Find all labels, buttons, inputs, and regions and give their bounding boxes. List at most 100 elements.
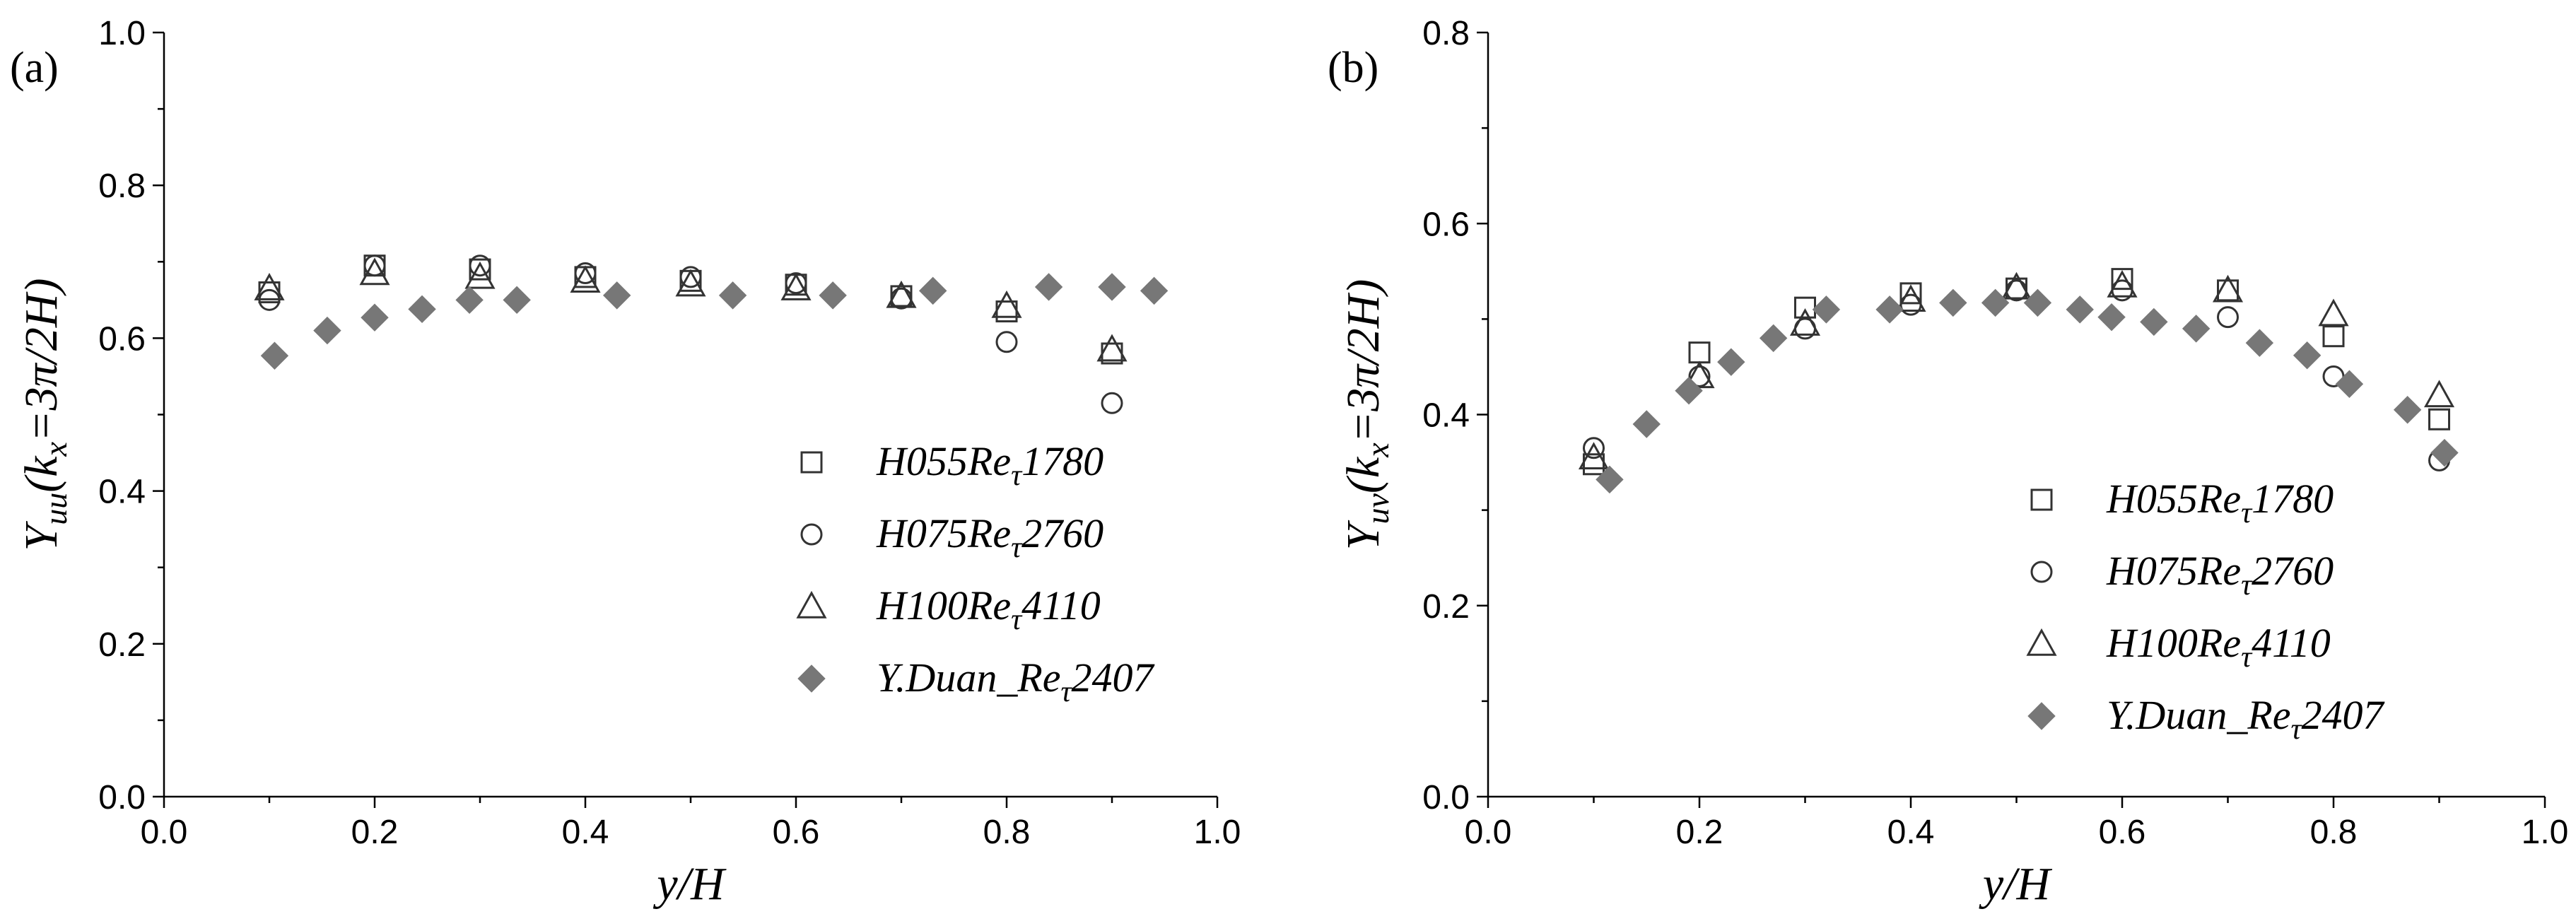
series-triangle [254,257,1128,362]
legend-entry-subscript: τ [2241,641,2253,674]
legend-entry: Y.Duan_Reτ2407 [2107,692,2385,746]
data-point-triangle [464,261,496,289]
data-point-diamond [1632,410,1661,438]
y-tick-label: 0.0 [1422,779,1470,816]
data-point-triangle [1789,308,1821,336]
legend-marker-circle [2030,561,2053,583]
legend: H055Reτ1780H075Reτ2760H100Reτ4110Y.Duan_… [2026,476,2385,746]
data-point-diamond [1981,288,2010,317]
data-point-triangle [1895,284,1926,312]
y-axis-label-part: (k [16,455,67,493]
y-axis-label-subscript: x [37,442,74,457]
legend-entry: H075Reτ2760 [876,510,1103,564]
legend-entry-part: 1780 [1021,438,1103,484]
data-point-diamond [503,286,531,315]
data-point-square [1688,341,1711,364]
data-point-circle [995,331,1018,353]
x-axis-label: y/H [652,858,727,910]
data-point-triangle [675,269,706,297]
data-point-triangle [2107,269,2138,298]
y-axis-label: Υuu(kx=3π/2H) [16,278,74,551]
data-point-diamond [1875,295,1904,324]
x-tick-label: 0.4 [1887,814,1935,851]
data-point-triangle [780,273,812,300]
data-point-diamond [1759,324,1788,353]
y-axis-label-part: =3π/2H) [16,278,67,442]
legend-marker-square [800,451,823,474]
data-point-triangle [1578,442,1610,470]
y-axis-label-part: (k [1337,456,1389,493]
data-point-diamond [1034,273,1063,301]
legend-marker-triangle [2026,628,2057,656]
legend-entry-part: H100Re [2106,620,2241,666]
data-point-circle [1101,392,1123,414]
y-axis-label-subscript: uv [1359,493,1395,525]
data-point-triangle [359,257,390,286]
legend-entry-part: 2407 [2302,692,2385,738]
data-point-circle [679,266,702,288]
legend-entry-subscript: τ [1011,459,1023,492]
legend: H055Reτ1780H075Reτ2760H100Reτ4110Y.Duan_… [796,438,1155,708]
y-tick-label: 0.8 [1422,15,1470,52]
y-tick-label: 0.0 [98,779,146,816]
panel-label: (a) [10,44,59,92]
data-point-triangle [2001,271,2032,300]
y-axis-label-part: Υ [16,521,67,551]
data-point-triangle [570,265,601,293]
legend-entry-part: 2760 [1021,510,1103,556]
legend-entry-part: 2760 [2252,548,2334,594]
series-circle [258,254,1123,414]
data-point-square [1583,453,1605,476]
data-point-diamond [1812,295,1841,324]
x-tick-label: 0.0 [141,814,188,851]
data-point-triangle [2423,380,2455,408]
legend-entry-part: 1780 [2252,476,2334,522]
data-point-diamond [1596,465,1624,494]
panel-label: (b) [1328,44,1378,92]
x-tick-label: 0.6 [2099,814,2146,851]
data-point-diamond [2140,307,2168,336]
data-point-diamond [1098,273,1126,301]
y-tick-label: 0.8 [98,168,146,205]
legend-entry-part: H100Re [876,582,1011,628]
data-point-circle [363,254,386,277]
y-axis-label-part: =3π/2H) [1337,279,1389,443]
legend-entry-part: Y.Duan_Re [877,655,1061,701]
x-tick-label: 0.6 [773,814,820,851]
data-point-triangle [1684,361,1715,389]
legend-entry: H100Reτ4110 [2106,620,2331,674]
data-point-diamond [455,286,484,315]
x-tick-label: 1.0 [2522,814,2569,851]
data-point-circle [469,254,491,277]
data-point-diamond [2293,341,2322,370]
chart-panel-b: 0.0 0.2 0.4 0.6 0.8 1.0 0.0 0.2 0.4 0.6 0.8 (b) y/H Υ… [1328,15,2568,910]
data-point-diamond [2393,396,2422,424]
legend-marker-circle [800,523,823,546]
data-point-square [1794,296,1816,319]
series-triangle [1578,269,2455,470]
data-point-diamond [1939,288,1967,317]
data-point-circle [1583,437,1605,459]
x-tick-label: 1.0 [1194,814,1241,851]
data-point-diamond [2066,295,2094,324]
y-axis-label-subscript: uu [37,493,74,525]
data-point-diamond [602,281,631,310]
legend-entry-subscript: τ [1011,532,1023,564]
data-point-diamond [2023,288,2052,317]
data-point-circle [574,262,597,285]
y-axis-label-part: Υ [1337,520,1389,550]
legend-entry-part: 4110 [1021,582,1101,628]
series-circle [1583,279,2450,471]
data-point-diamond [2097,303,2126,332]
legend-entry-subscript: τ [2291,713,2303,746]
data-point-square [2428,408,2450,430]
data-point-triangle [991,290,1022,318]
data-point-diamond [1140,276,1169,305]
data-point-diamond [2245,329,2274,357]
y-tick-label: 0.4 [1422,397,1470,435]
legend-entry: H100Reτ4110 [876,582,1101,636]
chart-panel-a: 0.0 0.2 0.4 0.6 0.8 1.0 0.0 0.2 0.4 0.6 0.8 1.0 (a) y… [10,15,1241,910]
data-point-diamond [2335,370,2364,398]
legend-entry-part: H075Re [2106,548,2241,594]
data-point-diamond [819,281,847,310]
